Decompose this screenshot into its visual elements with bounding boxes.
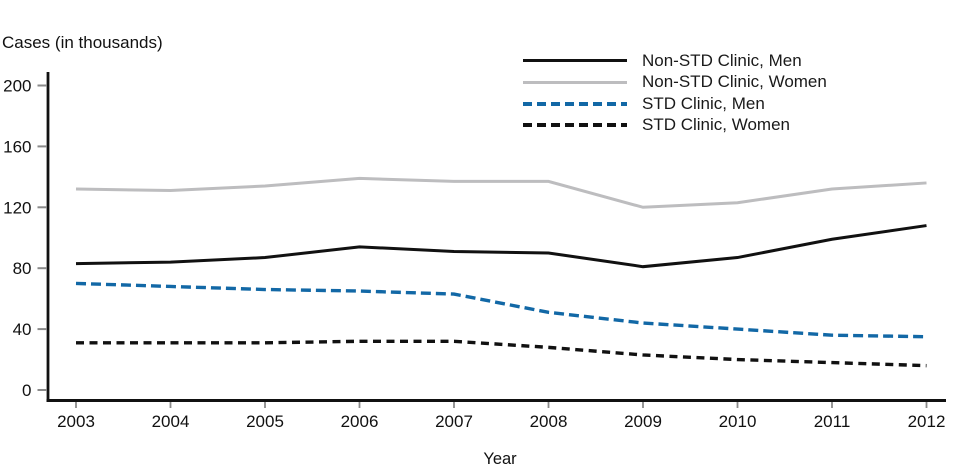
legend-item: STD Clinic, Women: [523, 115, 827, 137]
x-tick-label: 2007: [435, 412, 473, 431]
x-tick-label: 2011: [814, 412, 851, 431]
legend-label: Non-STD Clinic, Women: [642, 72, 827, 92]
x-tick-label: 2012: [908, 412, 946, 431]
x-tick-label: 2006: [341, 412, 379, 431]
y-axis-title: Cases (in thousands): [2, 33, 163, 52]
y-tick-label: 40: [13, 320, 32, 339]
legend: Non-STD Clinic, Men Non-STD Clinic, Women…: [523, 50, 827, 136]
y-tick-label: 80: [13, 259, 32, 278]
y-tick-label: 120: [3, 198, 31, 217]
legend-line-solid-icon: [523, 80, 627, 84]
legend-item: Non-STD Clinic, Men: [523, 50, 827, 72]
y-tick-label: 0: [22, 381, 31, 400]
x-tick-label: 2010: [719, 412, 757, 431]
y-tick-label: 160: [3, 137, 31, 156]
series-line-3: [75, 281, 927, 339]
y-tick-label: 200: [3, 77, 31, 96]
legend-label: STD Clinic, Men: [642, 93, 765, 113]
series-line-4: [76, 339, 927, 368]
x-tick-label: 2008: [530, 412, 568, 431]
legend-line-solid-icon: [523, 59, 627, 63]
x-tick-label: 2003: [57, 412, 95, 431]
x-tick-label: 2009: [624, 412, 662, 431]
legend-label: Non-STD Clinic, Men: [642, 50, 802, 70]
legend-item: STD Clinic, Men: [523, 93, 827, 115]
series-line-2: [75, 176, 927, 209]
legend-line-dashed-icon: [523, 123, 627, 128]
legend-item: Non-STD Clinic, Women: [523, 72, 827, 94]
x-tick-label: 2005: [246, 412, 284, 431]
x-axis-title: Year: [483, 450, 517, 468]
legend-line-dashed-icon: [523, 101, 627, 106]
x-tick-label: 2004: [152, 412, 190, 431]
series-line-1: [75, 224, 927, 269]
legend-label: STD Clinic, Women: [642, 115, 790, 135]
